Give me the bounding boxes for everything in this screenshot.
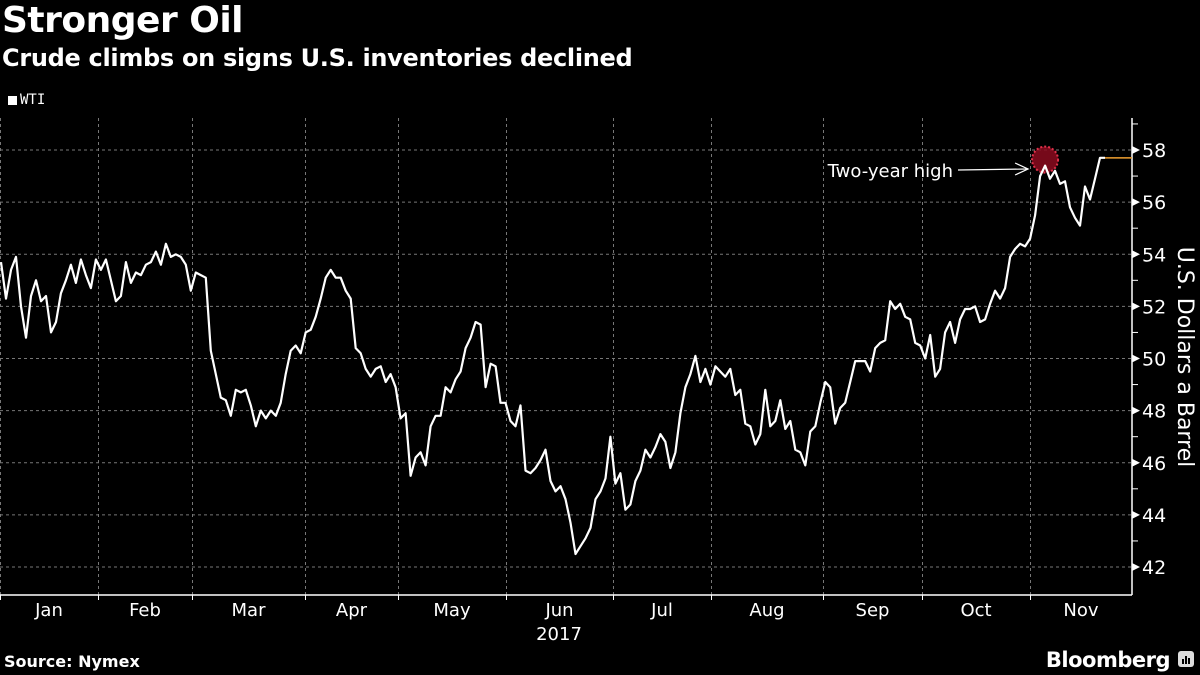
x-tick-label: Sep (856, 600, 890, 621)
y-tick-marker (1132, 354, 1140, 363)
chart-subtitle: Crude climbs on signs U.S. inventories d… (2, 44, 633, 72)
bloomberg-logo: Bloomberg (1045, 648, 1171, 672)
y-tick-label: 54 (1142, 244, 1166, 266)
x-tick-label: Mar (232, 600, 267, 621)
x-tick-label: Jun (544, 600, 573, 621)
x-tick-label: Feb (129, 600, 161, 621)
y-axis-label: U.S. Dollars a Barrel (1172, 247, 1197, 468)
bloomberg-chart-icon (1178, 651, 1194, 667)
y-tick-marker (1132, 406, 1140, 415)
legend-label-wti: WTI (20, 92, 46, 108)
y-tick-label: 58 (1142, 140, 1166, 162)
x-tick-label: Oct (960, 600, 991, 621)
x-tick-label: May (433, 600, 471, 621)
y-axis-ticks: 42 44 46 48 50 52 54 56 58 (1132, 123, 1166, 579)
y-tick-label: 42 (1142, 557, 1166, 579)
x-tick-label: Jan (34, 600, 63, 621)
y-tick-marker (1132, 250, 1140, 259)
series-line-wti (0, 156, 1105, 556)
axes (0, 118, 1133, 596)
x-axis-ticks: Jan Feb Mar Apr May Jun Jul Aug Sep Oct Nov (0, 595, 1099, 621)
y-tick-label: 52 (1142, 296, 1166, 318)
y-tick-marker (1132, 302, 1140, 311)
x-axis-year-label: 2017 (536, 624, 582, 645)
annotation-two-year-high: Two-year high (827, 161, 953, 182)
x-tick-label: Apr (336, 600, 368, 621)
y-tick-marker (1132, 510, 1140, 519)
legend-swatch-wti (8, 95, 17, 105)
y-tick-label: 50 (1142, 349, 1166, 371)
annotation-arrow (957, 168, 1029, 171)
y-tick-label: 56 (1142, 192, 1166, 214)
y-tick-label: 46 (1142, 453, 1166, 475)
gridlines (0, 118, 1132, 595)
y-tick-marker (1132, 458, 1140, 467)
x-tick-label: Nov (1063, 600, 1098, 621)
two-year-high-marker (1031, 145, 1060, 174)
chart-title: Stronger Oil (2, 0, 244, 41)
legend: WTI (8, 92, 45, 108)
y-tick-label: 44 (1142, 505, 1166, 527)
y-tick-marker (1132, 563, 1140, 571)
source-note: Source: Nymex (4, 652, 140, 671)
y-tick-label: 48 (1142, 401, 1166, 423)
x-tick-label: Jul (650, 600, 673, 621)
annotation-arrowhead (1014, 162, 1030, 176)
y-tick-marker (1132, 146, 1140, 154)
x-tick-label: Aug (749, 600, 784, 621)
y-tick-marker (1132, 198, 1140, 207)
